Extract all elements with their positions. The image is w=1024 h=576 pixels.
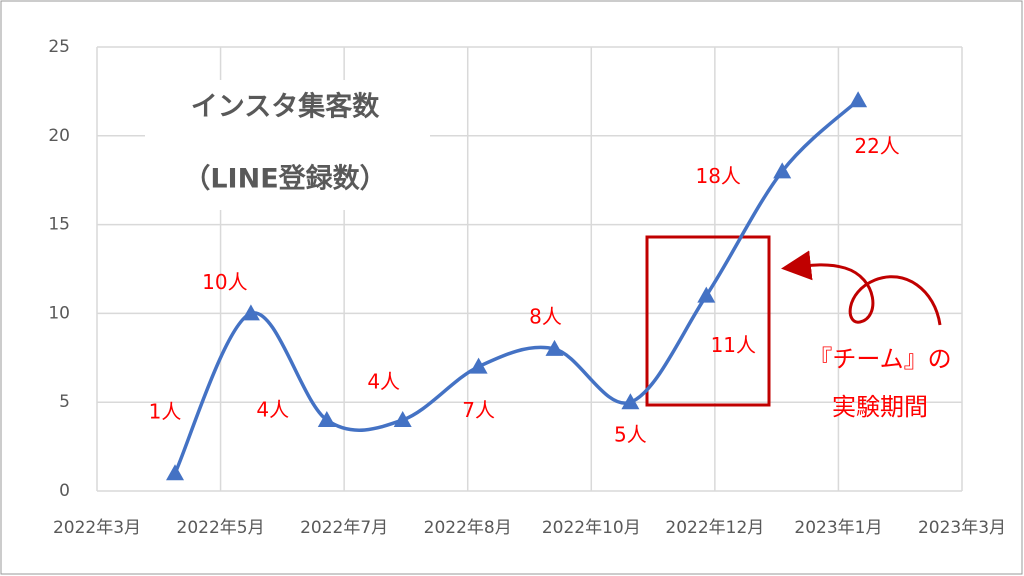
marker [393, 410, 412, 427]
x-tick-label: 2022年3月 [53, 518, 141, 538]
annotation: 実験期間 [832, 393, 928, 421]
annotation: 『チーム』の [808, 345, 951, 373]
data-label: 8人 [529, 304, 562, 328]
chart-subtitle: （LINE登録数） [183, 163, 386, 195]
marker [469, 357, 488, 374]
x-tick-label: 2022年12月 [665, 518, 764, 538]
data-label: 5人 [614, 423, 647, 447]
x-tick-label: 2022年8月 [424, 518, 512, 538]
x-tick-label: 2023年3月 [918, 518, 1006, 538]
line [173, 99, 860, 474]
data-label: 18人 [695, 164, 740, 188]
data-label: 22人 [854, 134, 899, 158]
y-tick-label: 15 [48, 215, 70, 235]
marker [621, 393, 640, 410]
title-background [145, 80, 430, 210]
y-tick-label: 5 [59, 392, 70, 412]
data-label: 4人 [256, 397, 289, 421]
marker [241, 304, 260, 321]
marker [166, 464, 184, 481]
x-tick-label: 2022年7月 [300, 518, 388, 538]
marker [545, 339, 564, 356]
data-label: 4人 [367, 369, 400, 393]
data-label: 10人 [202, 270, 247, 294]
chart-title: インスタ集客数 [191, 91, 380, 123]
data-label: 1人 [149, 400, 182, 424]
y-tick-label: 10 [48, 303, 70, 323]
x-tick-label: 2022年10月 [542, 518, 641, 538]
y-tick-label: 25 [48, 37, 70, 57]
marker [317, 410, 336, 427]
data-label: 7人 [462, 398, 495, 422]
annotation-arrow [781, 250, 942, 326]
x-tick-label: 2022年5月 [177, 518, 265, 538]
highlight-box [645, 235, 771, 407]
marker [849, 91, 868, 108]
marker [773, 162, 792, 179]
x-tick-label: 2023年1月 [794, 518, 882, 538]
data-label: 11人 [711, 333, 756, 357]
y-tick-label: 20 [48, 126, 70, 146]
marker [697, 286, 716, 303]
y-tick-label: 0 [59, 481, 70, 501]
